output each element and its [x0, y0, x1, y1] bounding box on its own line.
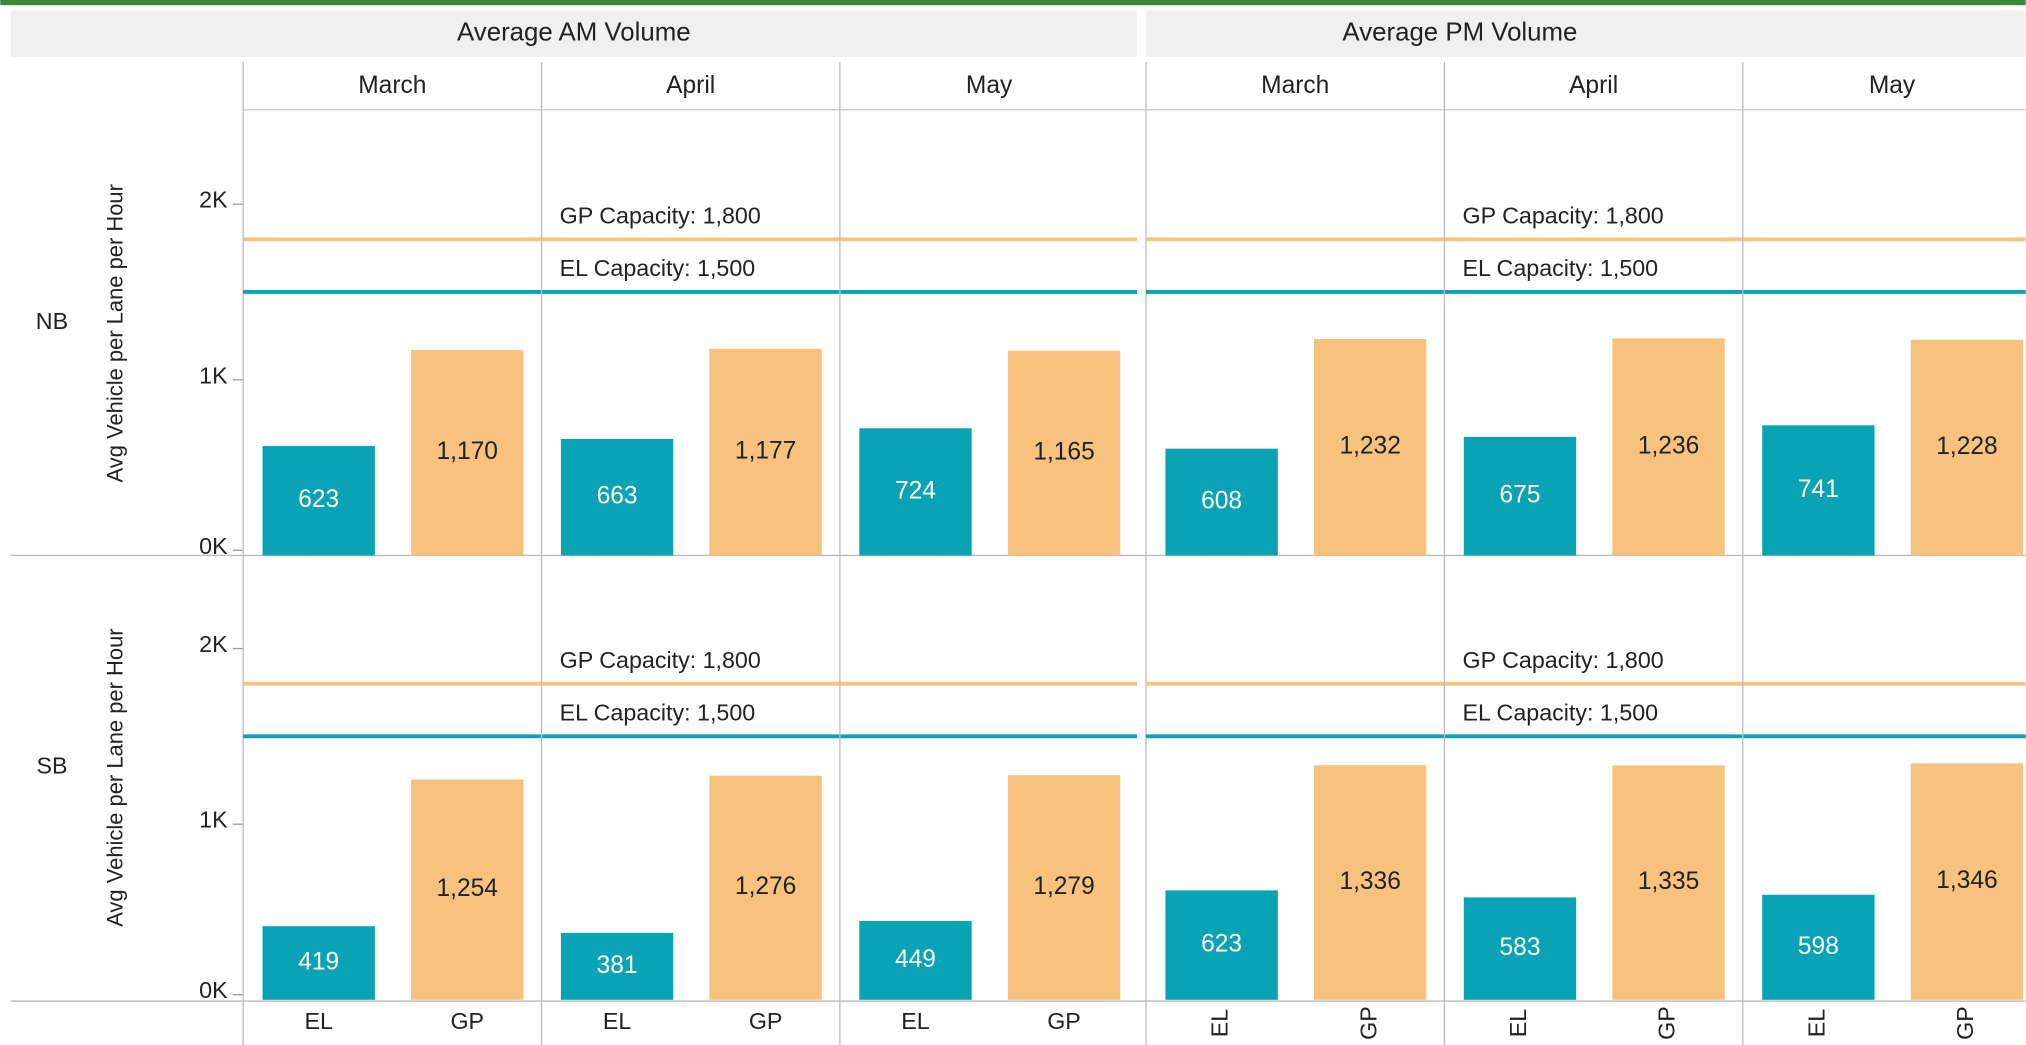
reference-label-bg: [555, 253, 830, 287]
value-label: 583: [1500, 934, 1541, 961]
value-label: 623: [1201, 931, 1242, 958]
reference-label: GP Capacity: 1,800: [560, 647, 761, 673]
y-axis-label: Avg Vehicle per Lane per Hour: [102, 628, 127, 926]
bar: [411, 349, 524, 556]
bar: [709, 348, 822, 556]
bar: [560, 438, 674, 556]
panel-title: Average AM Volume: [457, 18, 691, 46]
value-label: 1,279: [1033, 873, 1094, 900]
value-label: 741: [1798, 476, 1839, 503]
x-tick-label: GP: [1355, 1006, 1381, 1040]
value-label: 724: [895, 477, 936, 504]
bar: [1910, 763, 2024, 1000]
header-bg: [1146, 10, 2026, 57]
bar: [262, 926, 375, 1000]
value-label: 1,236: [1638, 432, 1699, 459]
bar: [1165, 448, 1278, 556]
x-tick-label: GP: [1047, 1008, 1081, 1034]
y-tick-label: 0K: [199, 533, 228, 559]
column-label: April: [666, 72, 715, 99]
value-label: 598: [1798, 933, 1839, 960]
reference-label: EL Capacity: 1,500: [1463, 255, 1659, 281]
x-tick-label: EL: [1207, 1009, 1233, 1038]
bar: [709, 775, 822, 1000]
y-axis-label: Avg Vehicle per Lane per Hour: [102, 184, 127, 482]
bar: [1910, 339, 2024, 556]
y-tick-label: 2K: [199, 631, 228, 657]
value-label: 1,276: [735, 873, 796, 900]
bar: [262, 446, 375, 556]
reference-label: GP Capacity: 1,800: [560, 202, 761, 228]
y-tick-label: 1K: [199, 807, 228, 833]
value-label: 623: [298, 486, 339, 513]
x-tick-label: GP: [450, 1008, 484, 1034]
value-label: 1,254: [437, 875, 498, 902]
bar: [1313, 339, 1427, 556]
value-label: 1,335: [1638, 868, 1699, 895]
bar: [1165, 890, 1278, 1000]
value-label: 1,346: [1936, 867, 1997, 894]
value-label: 663: [597, 483, 638, 510]
column-label: April: [1569, 72, 1618, 99]
reference-label-bg: [555, 697, 830, 732]
value-label: 381: [597, 952, 638, 979]
bar: [859, 920, 972, 1000]
x-tick-label: GP: [1654, 1006, 1680, 1040]
value-label: 1,177: [735, 438, 796, 465]
reference-label-bg: [555, 644, 830, 679]
bar: [411, 779, 524, 1000]
bar: [1007, 350, 1121, 556]
value-label: 419: [298, 948, 339, 975]
bar: [1007, 775, 1121, 1000]
value-label: 1,165: [1033, 439, 1094, 466]
x-tick-label: EL: [1505, 1009, 1531, 1038]
reference-label: EL Capacity: 1,500: [1463, 700, 1659, 726]
reference-label-bg: [1458, 200, 1733, 235]
value-label: 608: [1201, 488, 1242, 515]
x-tick-label: EL: [603, 1008, 632, 1034]
value-label: 1,228: [1936, 433, 1997, 460]
y-tick-label: 2K: [199, 187, 228, 213]
x-tick-label: GP: [749, 1008, 783, 1034]
x-tick-label: EL: [1804, 1009, 1830, 1038]
value-label: 1,336: [1339, 868, 1400, 895]
top-bar: [0, 0, 2026, 6]
x-tick-label: EL: [304, 1008, 333, 1034]
row-label: SB: [36, 752, 67, 778]
value-label: 449: [895, 946, 936, 973]
column-label: May: [966, 72, 1013, 99]
row-label: NB: [36, 308, 68, 334]
reference-label-bg: [1458, 253, 1733, 287]
bar: [1612, 338, 1725, 556]
bar: [859, 428, 972, 556]
reference-label-bg: [555, 200, 830, 235]
y-tick-label: 1K: [199, 362, 228, 388]
column-label: March: [1261, 72, 1329, 99]
reference-label: GP Capacity: 1,800: [1463, 202, 1664, 228]
reference-label-bg: [1458, 697, 1733, 732]
value-label: 1,170: [437, 438, 498, 465]
reference-label-bg: [1458, 644, 1733, 679]
column-label: March: [358, 72, 426, 99]
bar: [1612, 765, 1725, 1000]
value-label: 1,232: [1339, 433, 1400, 460]
reference-label: GP Capacity: 1,800: [1463, 647, 1664, 673]
bar: [1762, 894, 1875, 1000]
panel-title: Average PM Volume: [1342, 18, 1577, 46]
column-label: May: [1869, 72, 1916, 99]
header-bg: [10, 10, 1138, 57]
x-tick-label: GP: [1952, 1006, 1978, 1040]
y-tick-label: 0K: [199, 977, 228, 1003]
reference-label: EL Capacity: 1,500: [560, 700, 756, 726]
bar: [560, 932, 674, 1000]
x-tick-label: EL: [901, 1008, 930, 1034]
bar: [1463, 436, 1577, 556]
reference-label: EL Capacity: 1,500: [560, 255, 756, 281]
bar: [1463, 897, 1577, 1000]
value-label: 675: [1500, 482, 1541, 509]
bar: [1313, 765, 1427, 1000]
bar: [1762, 425, 1875, 556]
